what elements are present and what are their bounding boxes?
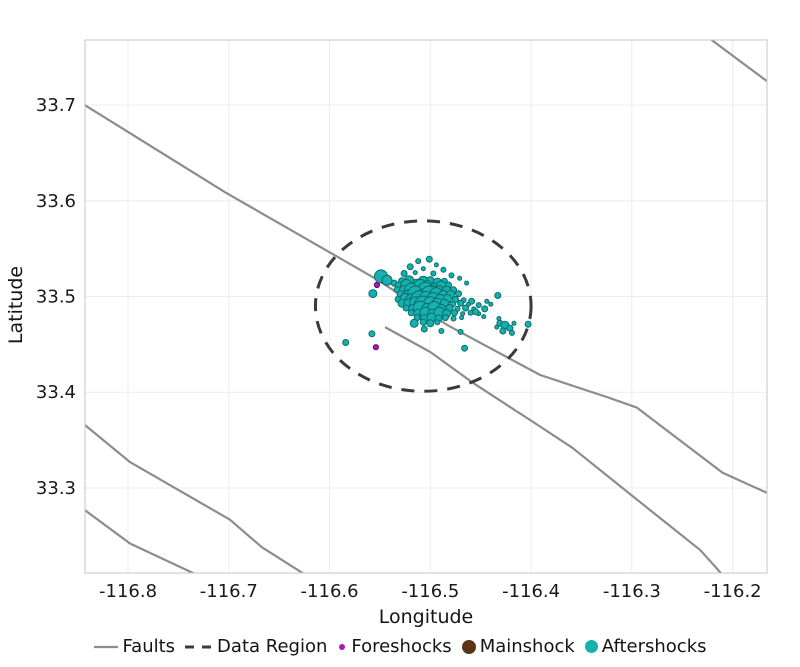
aftershocks-point bbox=[472, 308, 480, 316]
dashed-line-icon bbox=[185, 645, 214, 648]
x-tick-label: -116.6 bbox=[301, 581, 359, 602]
aftershocks-point bbox=[406, 263, 414, 271]
aftershocks-point bbox=[460, 311, 466, 317]
legend-label: Foreshocks bbox=[351, 636, 452, 657]
x-tick-label: -116.2 bbox=[704, 581, 762, 602]
aftershocks-point bbox=[440, 266, 447, 273]
aftershocks-point bbox=[415, 258, 422, 265]
aftershocks-layer bbox=[342, 255, 532, 352]
legend-item-faults: Faults bbox=[93, 636, 175, 657]
aftershocks-point bbox=[441, 314, 449, 322]
aftershocks-point bbox=[381, 274, 393, 286]
legend-item-data-region: Data Region bbox=[184, 636, 327, 657]
legend-item-aftershocks: Aftershocks bbox=[584, 636, 707, 657]
fault-line bbox=[85, 509, 196, 573]
aftershocks-point bbox=[488, 301, 494, 307]
legend-label: Faults bbox=[122, 636, 176, 657]
aftershocks-point bbox=[459, 315, 465, 321]
y-tick-label: 33.6 bbox=[36, 191, 76, 212]
aftershocks-point bbox=[430, 270, 437, 277]
aftershocks-point bbox=[496, 316, 502, 321]
aftershocks-point bbox=[457, 299, 465, 307]
fault-line bbox=[85, 423, 305, 573]
x-tick-label: -116.4 bbox=[502, 581, 560, 602]
legend-label: Data Region bbox=[217, 636, 328, 657]
x-axis-tick-labels: -116.8 -116.7 -116.6 -116.5 -116.4 -116.3 -116… bbox=[99, 581, 762, 602]
x-tick-label: -116.3 bbox=[603, 581, 661, 602]
x-tick-label: -116.5 bbox=[401, 581, 459, 602]
foreshocks-layer bbox=[372, 281, 380, 351]
foreshocks-point bbox=[372, 344, 379, 351]
aftershocks-point bbox=[434, 319, 441, 326]
fault-line bbox=[710, 40, 767, 82]
aftershocks-point bbox=[451, 309, 458, 317]
legend-item-foreshocks: Foreshocks bbox=[336, 636, 452, 657]
faults-layer bbox=[85, 40, 767, 573]
legend-label: Mainshock bbox=[479, 636, 575, 657]
foreshock-dot-icon bbox=[339, 643, 346, 650]
aftershocks-point bbox=[433, 262, 439, 268]
x-tick-label: -116.8 bbox=[99, 581, 157, 602]
y-tick-label: 33.7 bbox=[36, 95, 76, 116]
legend: Faults Data Region Foreshocks Mainshock … bbox=[0, 636, 800, 657]
aftershocks-point bbox=[509, 329, 515, 336]
aftershocks-point bbox=[499, 327, 507, 335]
y-axis-tick-labels: 33.7 33.6 33.5 33.4 33.3 bbox=[36, 95, 76, 499]
aftershocks-point bbox=[455, 290, 462, 298]
aftershocks-point bbox=[462, 304, 470, 312]
aftershocks-point bbox=[438, 328, 445, 334]
aftershocks-point bbox=[481, 314, 487, 320]
aftershocks-point bbox=[409, 318, 419, 328]
aftershocks-point bbox=[412, 270, 418, 276]
data-region-ellipse-layer bbox=[313, 219, 533, 393]
aftershocks-point bbox=[464, 280, 470, 286]
fault-line bbox=[384, 326, 723, 573]
aftershocks-point bbox=[494, 292, 502, 299]
aftershocks-point bbox=[342, 339, 350, 346]
aftershocks-point bbox=[475, 302, 482, 309]
aftershocks-point bbox=[450, 315, 457, 322]
aftershocks-point bbox=[457, 275, 463, 281]
aftershocks-point bbox=[426, 319, 435, 328]
aftershocks-point bbox=[481, 305, 489, 313]
aftershocks-point bbox=[368, 330, 376, 338]
x-tick-label: -116.7 bbox=[200, 581, 258, 602]
x-axis-title: Longitude bbox=[378, 606, 474, 628]
y-tick-label: 33.4 bbox=[36, 382, 76, 403]
aftershocks-point bbox=[457, 328, 464, 335]
fault-line bbox=[85, 104, 767, 494]
aftershocks-point bbox=[420, 325, 428, 333]
mainshock-dot-icon bbox=[461, 639, 476, 654]
aftershock-dot-icon bbox=[584, 640, 598, 653]
aftershocks-point bbox=[468, 297, 476, 305]
plot-border bbox=[84, 39, 768, 574]
aftershocks-point bbox=[402, 304, 410, 312]
aftershocks-point bbox=[400, 270, 408, 277]
aftershocks-point bbox=[484, 298, 490, 304]
data-region-ellipse bbox=[313, 219, 533, 393]
legend-item-mainshock: Mainshock bbox=[461, 636, 575, 657]
aftershocks-point bbox=[420, 266, 426, 272]
y-tick-label: 33.3 bbox=[36, 478, 76, 499]
y-axis-title: Latitude bbox=[5, 265, 27, 345]
aftershocks-point bbox=[511, 320, 517, 326]
aftershocks-point bbox=[448, 272, 455, 279]
y-tick-label: 33.5 bbox=[36, 286, 76, 307]
aftershocks-point bbox=[368, 289, 378, 299]
aftershocks-point bbox=[494, 324, 500, 330]
fault-line-icon bbox=[94, 645, 119, 648]
aftershocks-point bbox=[524, 320, 532, 328]
aftershocks-point bbox=[419, 318, 427, 326]
aftershocks-point bbox=[461, 344, 469, 352]
legend-label: Aftershocks bbox=[601, 636, 707, 657]
foreshocks-point bbox=[373, 281, 380, 289]
aftershocks-point bbox=[425, 255, 433, 263]
